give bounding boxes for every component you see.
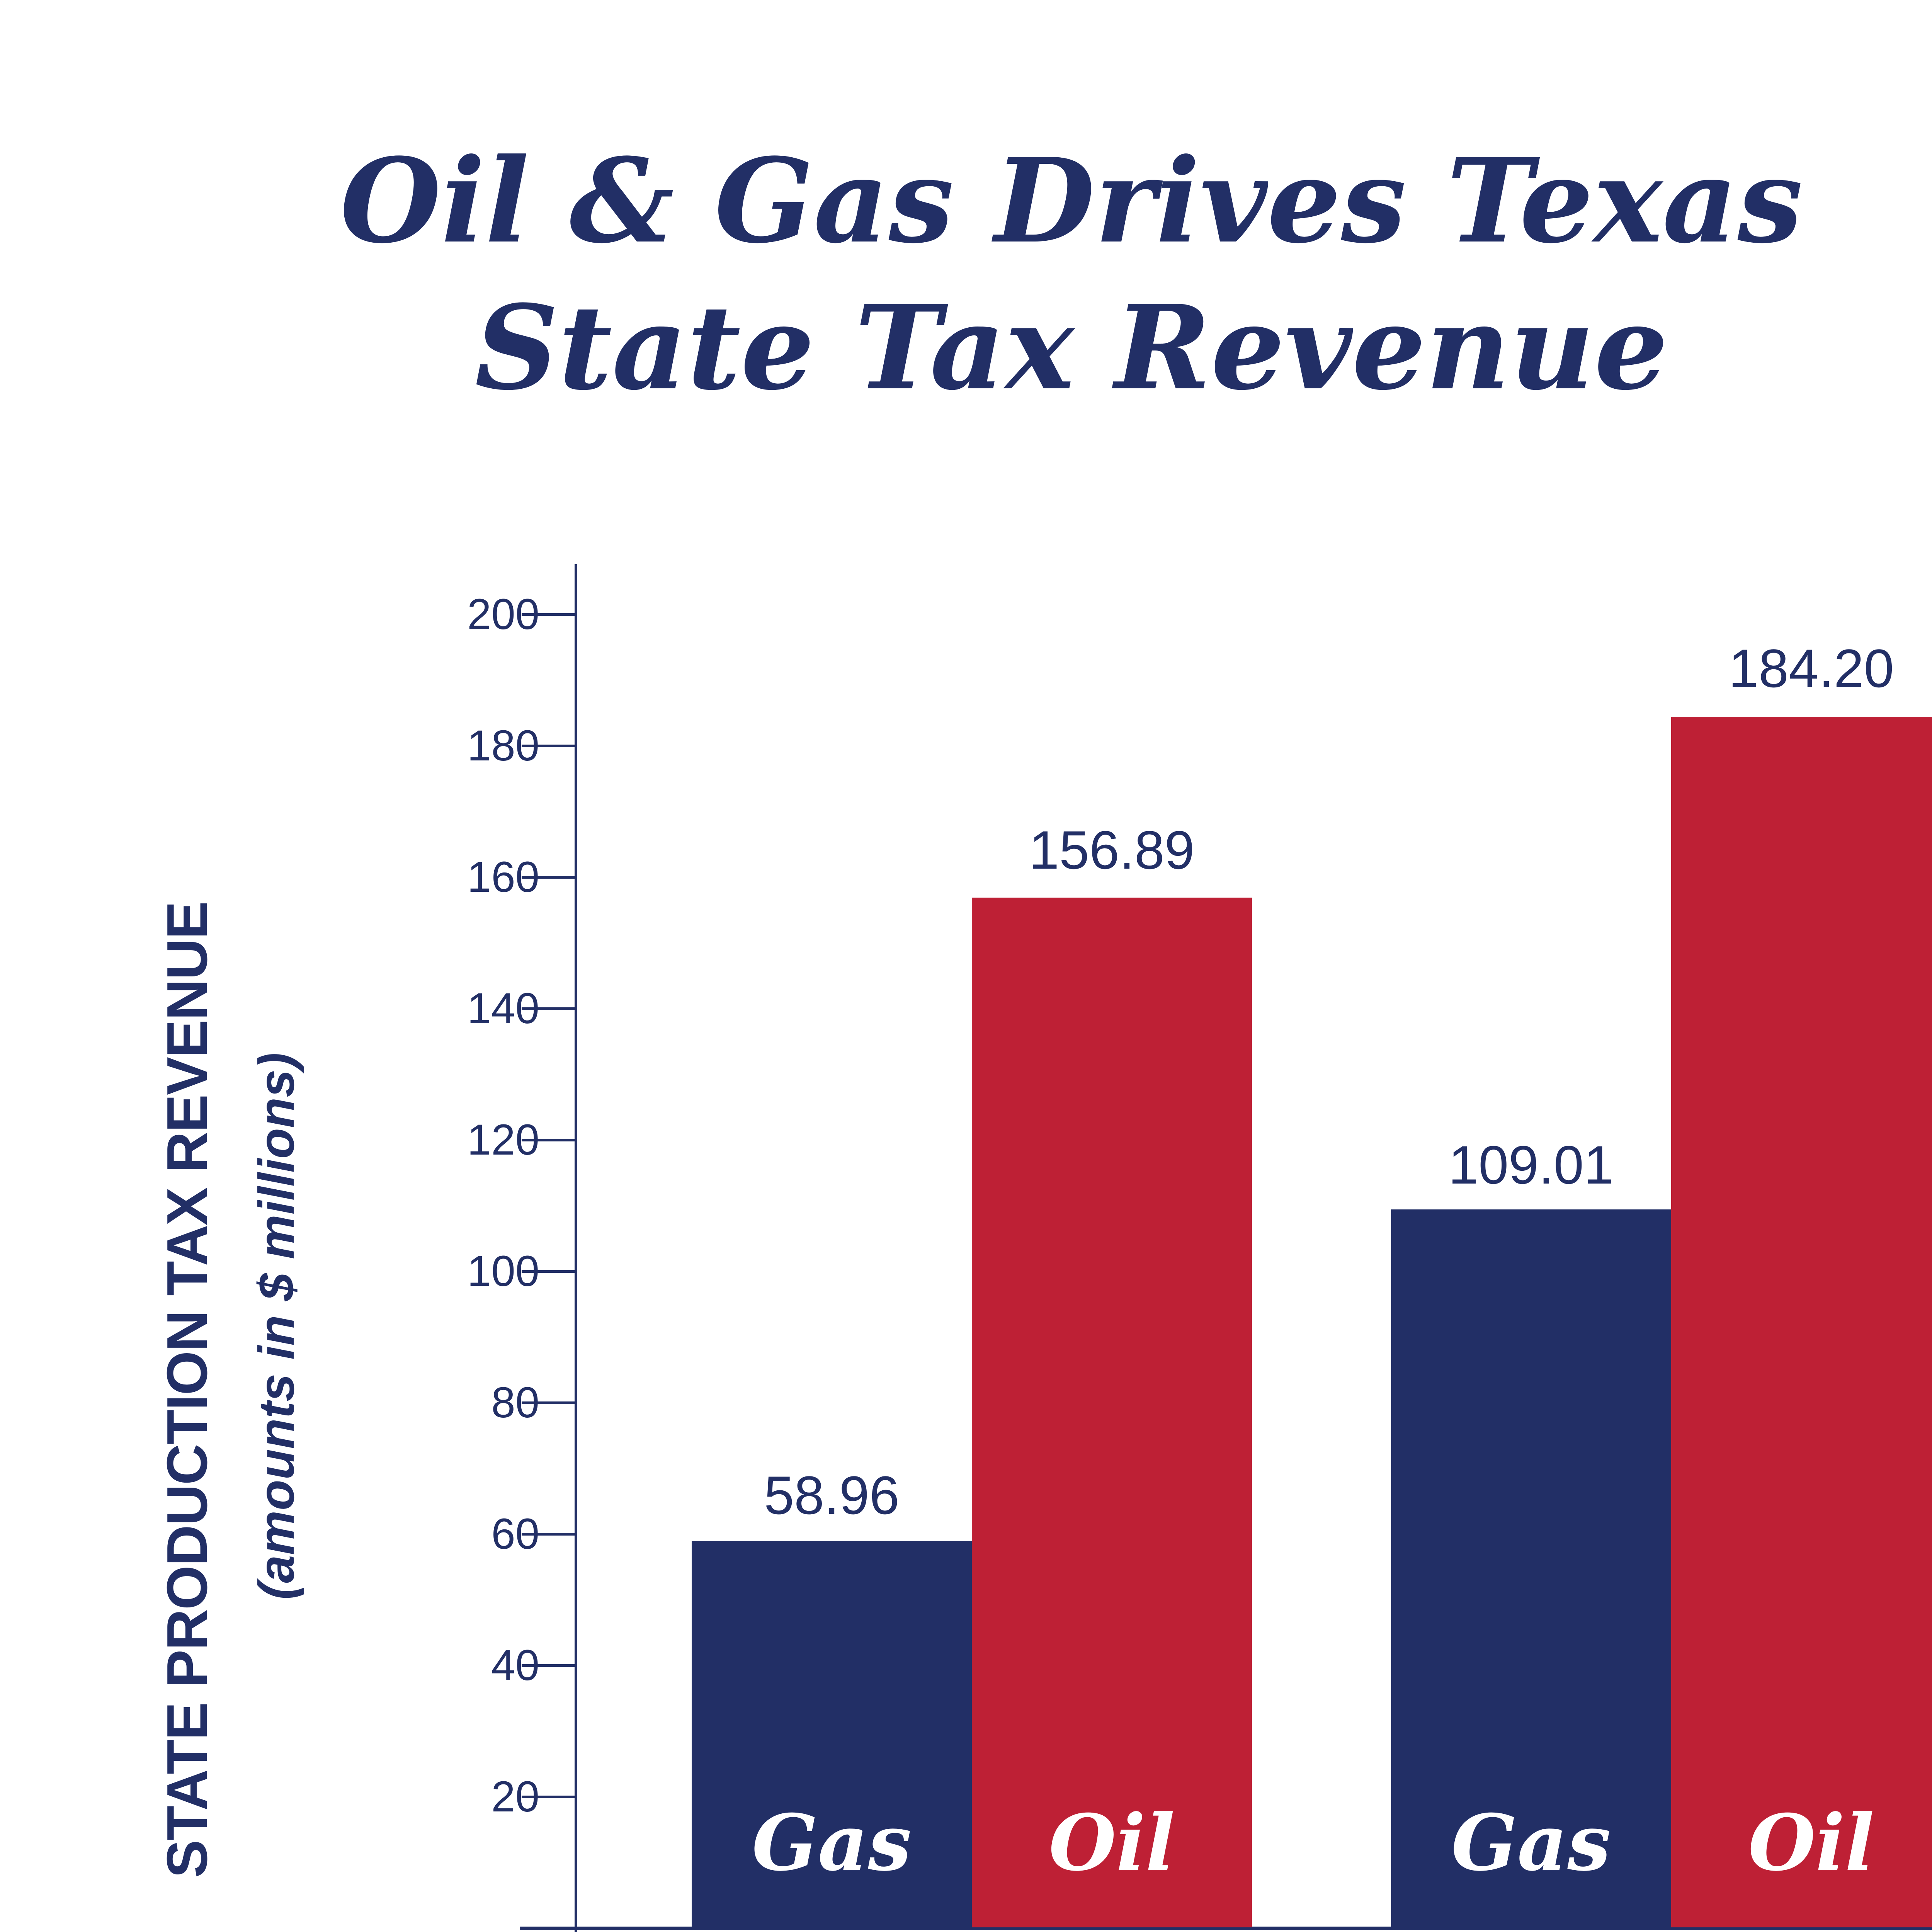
bar-value-2017-oil: 184.20 [1728, 638, 1894, 699]
tick-label-80: 80 [491, 1378, 539, 1427]
tick-200 [522, 613, 576, 616]
x-axis-line [520, 1927, 1932, 1930]
bar-value-2016-gas: 58.96 [764, 1465, 900, 1526]
tick-100 [522, 1270, 576, 1273]
chart-title-line-2: State Tax Revenue [474, 279, 1668, 416]
tick-label-60: 60 [491, 1510, 539, 1558]
bar-2016-oil [972, 898, 1252, 1927]
tick-160 [522, 876, 576, 879]
bar-name-2016-gas: Gas [752, 1798, 912, 1888]
chart-title-line-1: Oil & Gas Drives Texas [340, 133, 1803, 269]
tick-80 [522, 1401, 576, 1404]
tick-label-180: 180 [467, 721, 539, 770]
tick-label-100: 100 [467, 1247, 539, 1295]
y-axis-label: STATE PRODUCTION TAX REVENUE [155, 902, 219, 1878]
tick-label-120: 120 [467, 1116, 539, 1164]
bar-2017-gas [1391, 1209, 1671, 1927]
bar-name-2016-oil: Oil [1049, 1798, 1175, 1888]
tick-180 [522, 745, 576, 747]
bar-name-2017-oil: Oil [1748, 1798, 1874, 1888]
y-axis-sublabel: (amounts in $ millions) [248, 1053, 304, 1600]
tick-label-200: 200 [467, 590, 539, 638]
tick-140 [522, 1007, 576, 1010]
tick-label-20: 20 [491, 1772, 539, 1821]
bar-value-2016-oil: 156.89 [1029, 820, 1195, 880]
tick-40 [522, 1664, 576, 1667]
tick-label-160: 160 [467, 853, 539, 901]
tick-60 [522, 1533, 576, 1536]
tick-label-140: 140 [467, 984, 539, 1032]
bar-name-2017-gas: Gas [1451, 1798, 1611, 1888]
bar-2017-oil [1671, 717, 1932, 1927]
bar-value-2017-gas: 109.01 [1448, 1134, 1614, 1195]
tick-20 [522, 1796, 576, 1798]
bar-2016-gas [692, 1541, 972, 1927]
tick-label-40: 40 [491, 1641, 539, 1689]
tick-120 [522, 1139, 576, 1141]
y-axis-line [575, 564, 577, 1932]
